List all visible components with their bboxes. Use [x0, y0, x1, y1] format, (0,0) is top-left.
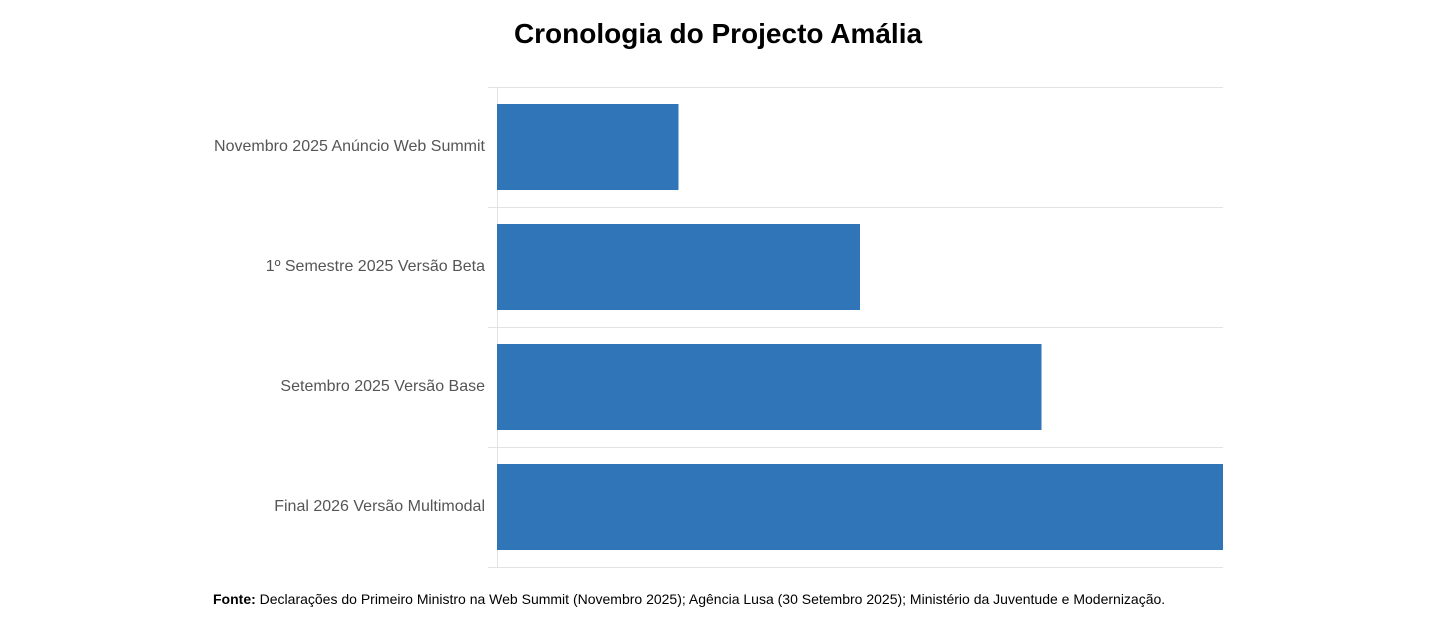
source-text: Declarações do Primeiro Ministro na Web … [259, 591, 1166, 607]
bar [497, 224, 860, 310]
source-note: Fonte: Declarações do Primeiro Ministro … [213, 591, 1165, 607]
bar [497, 104, 679, 190]
category-label: Setembro 2025 Versão Base [280, 378, 485, 395]
source-label: Fonte: [213, 591, 256, 607]
category-label: Final 2026 Versão Multimodal [274, 498, 485, 515]
chart-title: Cronologia do Projecto Amália [513, 18, 923, 49]
category-label: 1º Semestre 2025 Versão Beta [266, 258, 485, 275]
bar [497, 464, 1223, 550]
bar [497, 344, 1042, 430]
category-label: Novembro 2025 Anúncio Web Summit [214, 138, 486, 155]
